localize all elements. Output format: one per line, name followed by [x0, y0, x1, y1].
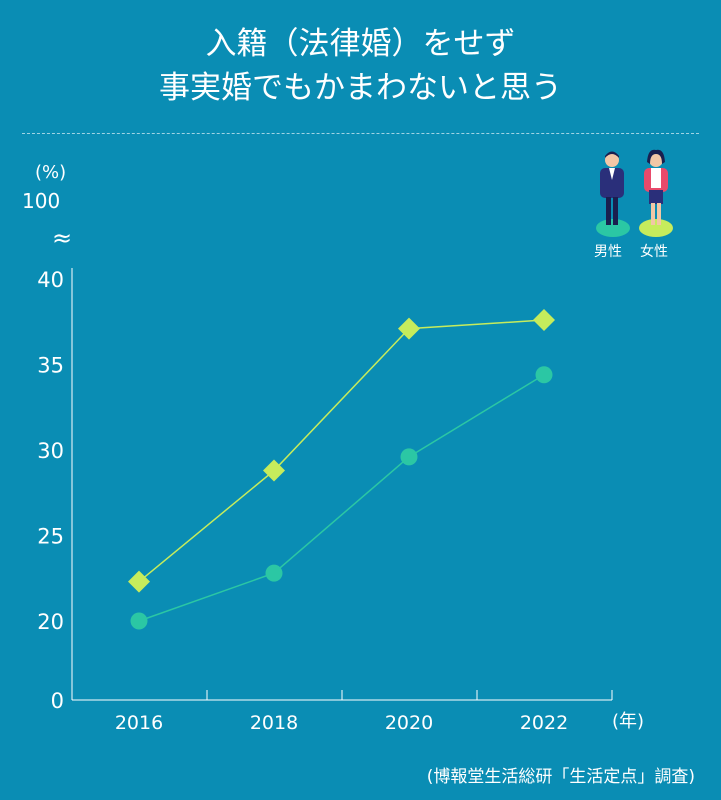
- series-line-male: [138, 374, 545, 622]
- legend-figures: [596, 149, 673, 237]
- y-axis-top-label: 100: [22, 189, 60, 213]
- x-tick-label: 2018: [250, 712, 298, 734]
- series-line-female: [138, 319, 545, 583]
- y-tick-label: 0: [51, 689, 64, 713]
- chart-title-line-2: 事実婚でもかまわないと思う: [159, 70, 562, 106]
- y-tick-label: 20: [37, 610, 64, 634]
- y-tick-label: 30: [37, 439, 64, 463]
- data-point-female: [263, 459, 285, 482]
- chart-axes: (%) 100 ≈ (年): [22, 162, 644, 732]
- x-tick-label: 2016: [115, 712, 163, 734]
- title-divider: [22, 133, 699, 134]
- chart-ticks: 0 20 25 30 35 40 2016 2018 2020 2022: [37, 268, 613, 734]
- y-tick-label: 40: [37, 268, 64, 292]
- female-figure-icon: [639, 149, 673, 237]
- y-tick-label: 35: [37, 354, 64, 378]
- legend-label-male: 男性: [594, 244, 622, 260]
- legend-label-female: 女性: [640, 244, 668, 260]
- chart-title: 入籍（法律婚）をせず 事実婚でもかまわないと思う: [0, 22, 721, 110]
- chart-series: [128, 309, 555, 630]
- data-point-female: [398, 317, 420, 340]
- chart-title-line-1: 入籍（法律婚）をせず: [205, 26, 516, 62]
- y-tick-label: 25: [37, 525, 64, 549]
- male-figure-icon: [596, 151, 630, 237]
- y-axis-label: (%): [35, 162, 66, 183]
- data-point-male: [400, 448, 418, 466]
- x-tick-label: 2020: [385, 712, 433, 734]
- data-point-female: [128, 570, 150, 593]
- data-point-male: [265, 564, 283, 582]
- x-axis-label: (年): [612, 711, 644, 732]
- source-note: (博報堂生活総研「生活定点」調査): [426, 767, 695, 787]
- y-axis-break-symbol: ≈: [52, 224, 72, 252]
- x-tick-label: 2022: [520, 712, 568, 734]
- data-point-male: [130, 612, 148, 630]
- data-point-female: [533, 309, 555, 332]
- data-point-male: [535, 366, 553, 384]
